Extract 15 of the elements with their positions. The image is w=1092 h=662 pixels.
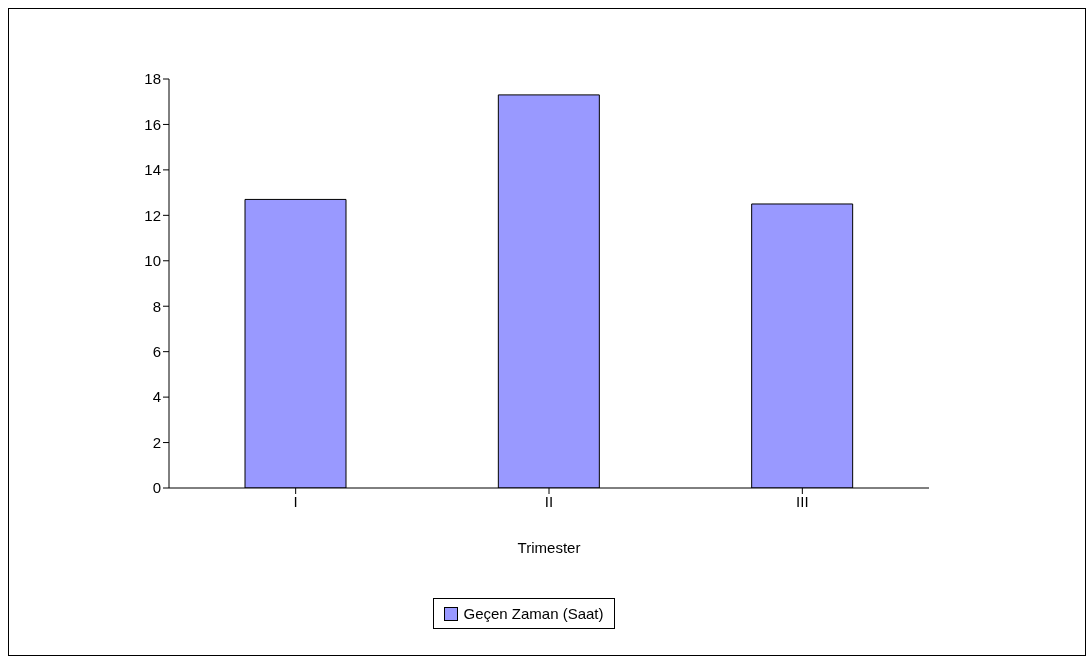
x-tick-label: III: [796, 492, 809, 510]
y-tick-label: 8: [152, 297, 161, 315]
y-tick-label: 16: [144, 115, 161, 133]
y-tick-label: 12: [144, 206, 161, 224]
y-tick-label: 14: [144, 161, 161, 179]
y-tick-label: 4: [152, 388, 161, 406]
legend-label: Geçen Zaman (Saat): [462, 605, 604, 622]
y-tick-label: 6: [152, 342, 161, 360]
y-tick-label: 10: [144, 252, 161, 270]
x-axis-title: Trimester: [517, 539, 581, 556]
y-tick-label: 2: [152, 433, 161, 451]
y-tick-label: 0: [152, 479, 161, 497]
y-tick-label: 18: [144, 70, 161, 88]
x-tick-label: I: [293, 492, 298, 510]
x-tick-label: II: [544, 492, 554, 510]
